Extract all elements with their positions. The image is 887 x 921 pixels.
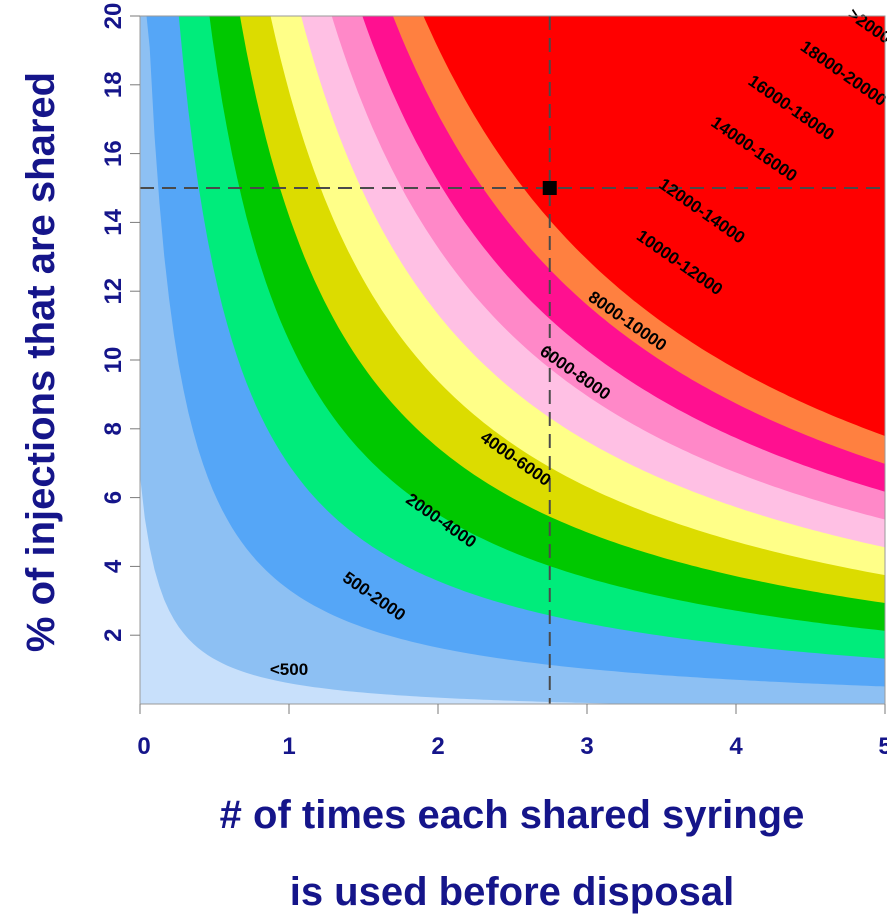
x-tick-label: 3	[580, 733, 593, 760]
x-tick-label: 5	[878, 733, 887, 760]
x-axis-ticks: 0 1 2 3 4 5	[137, 704, 887, 760]
band-1	[140, 16, 885, 704]
y-tick-label: 2	[100, 629, 127, 642]
y-tick-label: 16	[100, 140, 127, 167]
band-label-0: <500	[270, 660, 308, 679]
y-axis-title: % of injections that are shared	[19, 72, 63, 652]
x-tick-label: 0	[137, 733, 150, 760]
y-tick-label: 12	[100, 278, 127, 305]
y-tick-label: 4	[100, 559, 127, 573]
x-tick-label: 1	[282, 733, 295, 760]
y-tick-label: 8	[100, 422, 127, 435]
band-2	[140, 16, 885, 704]
x-tick-label: 2	[431, 733, 444, 760]
band-0	[140, 475, 634, 704]
y-tick-label: 20	[100, 3, 127, 30]
y-tick-label: 6	[100, 491, 127, 504]
x-tick-label: 4	[729, 733, 743, 760]
y-axis-ticks: 2 4 6 8 10 12 14 16 18 20	[100, 3, 140, 642]
marker-point	[542, 181, 557, 195]
y-tick-label: 18	[100, 71, 127, 98]
y-tick-label: 14	[100, 208, 127, 235]
contour-bands	[140, 16, 885, 704]
y-tick-label: 10	[100, 347, 127, 374]
reference-lines	[140, 16, 885, 704]
x-axis-title-line-2: is used before disposal	[290, 870, 735, 914]
x-axis-title-line-1: # of times each shared syringe	[220, 793, 805, 837]
